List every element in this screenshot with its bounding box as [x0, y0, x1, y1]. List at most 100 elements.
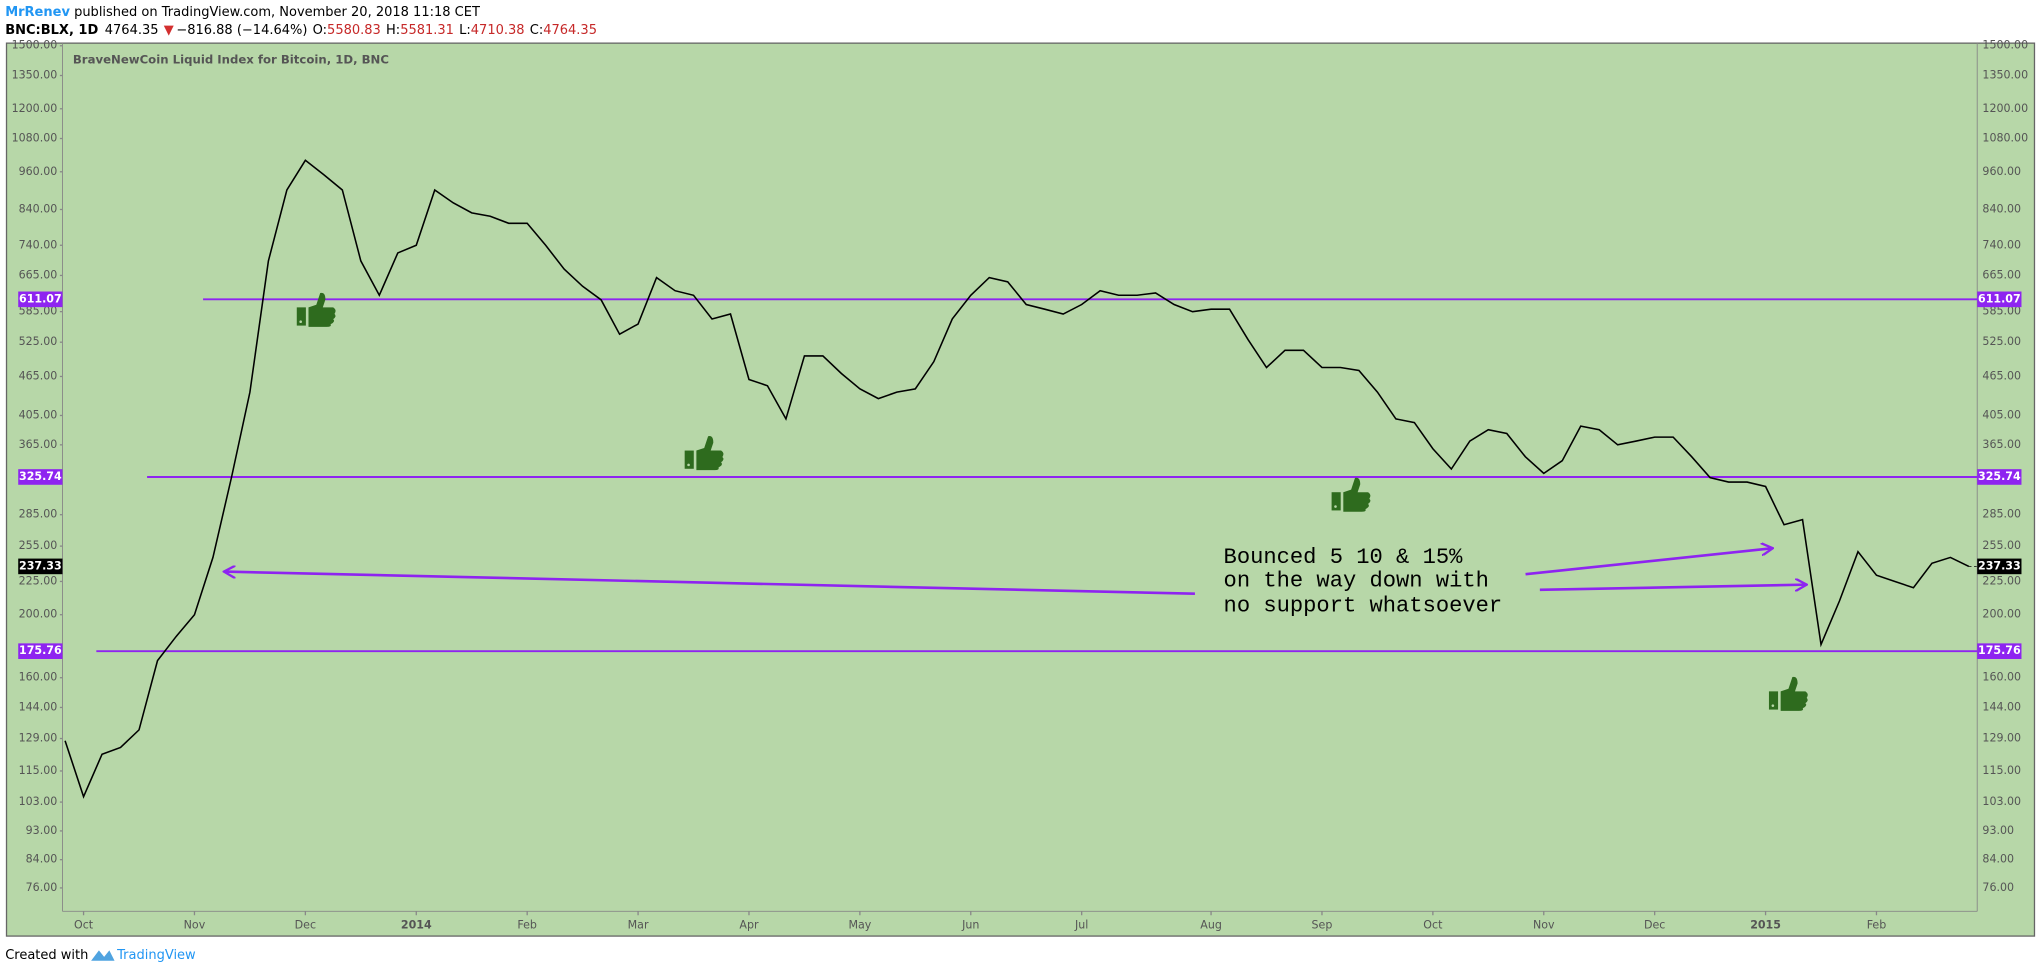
publish-line: MrRenev published on TradingView.com, No… — [5, 4, 480, 19]
y-tick-label: 93.00 — [26, 824, 58, 837]
y-tick-label: 1500.00 — [1982, 39, 2028, 52]
level-label-box — [1977, 469, 2022, 485]
x-tick-label: Feb — [1867, 919, 1887, 932]
y-tick-label: 740.00 — [1982, 238, 2021, 251]
y-tick-label: 103.00 — [19, 795, 58, 808]
h-label: H: — [386, 23, 400, 38]
level-label-box — [1977, 291, 2022, 308]
y-tick-label: 465.00 — [1982, 369, 2021, 382]
level-label: 325.74 — [19, 470, 62, 483]
y-tick-label: 255.00 — [19, 539, 58, 552]
created-with: Created with — [5, 948, 88, 963]
y-tick-label: 840.00 — [1982, 202, 2021, 215]
y-tick-label: 84.00 — [1982, 853, 2014, 866]
logo[interactable] — [91, 950, 115, 961]
x-tick-label: Mar — [628, 919, 649, 932]
y-tick-label: 1500.00 — [12, 39, 58, 52]
y-tick-label: 76.00 — [26, 881, 58, 894]
o-label: O: — [313, 23, 327, 38]
level-label: 175.76 — [1978, 644, 2021, 657]
y-tick-label: 585.00 — [19, 305, 58, 318]
x-tick-label: Oct — [1423, 919, 1443, 932]
x-tick-label: Aug — [1200, 919, 1222, 932]
y-tick-label: 84.00 — [26, 853, 58, 866]
x-tick-label: Oct — [74, 919, 94, 932]
c-label: C: — [530, 23, 543, 38]
y-tick-label: 103.00 — [1982, 795, 2021, 808]
x-tick-label: 2014 — [401, 919, 432, 932]
y-tick-label: 525.00 — [19, 335, 58, 348]
arrow: ▼ — [164, 23, 174, 38]
brand[interactable]: TradingView — [116, 948, 196, 963]
y-tick-label: 365.00 — [1982, 438, 2021, 451]
y-tick-label: 285.00 — [19, 508, 58, 521]
y-tick-label: 740.00 — [19, 238, 58, 251]
plot: 1500.00 1500.00 1350.00 1350.00 1200.00 1200.… — [12, 39, 2029, 932]
c: 4764.35 — [543, 23, 597, 38]
x-tick-label: May — [848, 919, 871, 932]
y-tick-label: 405.00 — [1982, 408, 2021, 421]
y-tick-label: 115.00 — [1982, 764, 2021, 777]
ohlc-line: BNC:BLX, 1D 4764.35 ▼ −816.88 (−14.64%) O:55… — [5, 23, 597, 38]
y-tick-label: 160.00 — [1982, 671, 2021, 684]
x-tick-label: Nov — [184, 919, 206, 932]
level-label: 175.76 — [19, 644, 62, 657]
y-tick-label: 1200.00 — [1982, 102, 2028, 115]
l-label: L: — [459, 23, 471, 38]
x-tick-label: Nov — [1533, 919, 1555, 932]
y-tick-label: 960.00 — [1982, 165, 2021, 178]
y-tick-label: 465.00 — [19, 369, 58, 382]
y-tick-label: 225.00 — [19, 574, 58, 587]
last-price-box — [18, 558, 63, 575]
arrow — [224, 572, 1195, 596]
o: 5580.83 — [327, 23, 381, 38]
h: 5581.31 — [400, 23, 454, 38]
y-tick-label: 144.00 — [1982, 700, 2021, 713]
x-tick-label: Dec — [295, 919, 316, 932]
price-line — [64, 159, 1970, 799]
y-tick-label: 285.00 — [1982, 508, 2021, 521]
last: 4764.35 — [105, 23, 159, 38]
y-tick-label: 365.00 — [19, 438, 58, 451]
y-tick-label: 1080.00 — [1982, 132, 2028, 145]
x-tick-label: Sep — [1312, 919, 1333, 932]
y-tick-label: 405.00 — [19, 408, 58, 421]
level-label: 611.07 — [19, 292, 62, 305]
arrow — [1525, 548, 1773, 576]
y-tick-label: 665.00 — [1982, 268, 2021, 281]
annotation: no support whatsoever — [1224, 593, 1503, 618]
y-tick-label: 200.00 — [1982, 608, 2021, 621]
last-price-label: 237.33 — [1978, 559, 2021, 572]
y-tick-label: 840.00 — [19, 202, 58, 215]
x-tick-label: Jul — [1074, 919, 1088, 932]
y-tick-label: 1080.00 — [12, 132, 58, 145]
y-tick-label: 144.00 — [19, 700, 58, 713]
y-tick-label: 1350.00 — [12, 69, 58, 82]
y-tick-label: 160.00 — [19, 671, 58, 684]
l: 4710.38 — [471, 23, 525, 38]
level-label-box — [18, 291, 63, 308]
y-tick-label: 76.00 — [1982, 881, 2014, 894]
chart-title: BraveNewCoin Liquid Index for Bitcoin, 1… — [73, 53, 389, 67]
y-tick-label: 129.00 — [1982, 732, 2021, 745]
level-label-box — [1977, 643, 2022, 659]
annotation: Bounced 5 10 & 15% — [1224, 545, 1464, 570]
y-tick-label: 200.00 — [19, 608, 58, 621]
annotation: on the way down with — [1224, 569, 1489, 594]
y-tick-label: 960.00 — [19, 165, 58, 178]
published: published on TradingView.com, November 2… — [70, 4, 480, 19]
author[interactable]: MrRenev — [5, 4, 70, 19]
symbol: BNC:BLX, 1D — [5, 23, 98, 38]
level-label: 611.07 — [1978, 292, 2021, 305]
x-tick-label: Feb — [517, 919, 537, 932]
y-tick-label: 225.00 — [1982, 574, 2021, 587]
x-tick-label: Apr — [739, 919, 759, 932]
y-tick-label: 255.00 — [1982, 539, 2021, 552]
y-tick-label: 115.00 — [19, 764, 58, 777]
last-price-box — [1977, 558, 2022, 575]
y-tick-label: 665.00 — [19, 268, 58, 281]
arrows — [224, 548, 1807, 596]
change: −816.88 (−14.64%) — [176, 23, 307, 38]
y-tick-label: 129.00 — [19, 732, 58, 745]
